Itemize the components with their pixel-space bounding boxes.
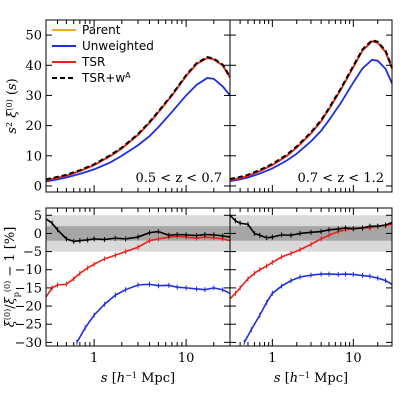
xtick-label-1-0: 1 [268,351,276,366]
bottom-line-tsr-0 [45,235,231,298]
ytick-label-top-3: 30 [25,89,42,104]
ytick-label-bottom-6: −25 [15,318,42,333]
top-line-unweighted-1 [229,58,393,183]
legend-label-tsr-wa: TSR+wA [81,71,131,86]
legend-label-unweighted: Unweighted [82,39,154,53]
ytick-label-bottom-4: −15 [15,281,42,296]
x-axis-label-right: s [h−1 Mpc] [274,371,348,387]
redshift-annotation-right: 0.7 < z < 1.2 [297,171,384,186]
top-line-parent-1 [229,40,393,181]
ytick-label-top-0: 0 [34,179,42,194]
xtick-label-0-0: 1 [90,351,98,366]
top-line-tsr-w-a-0 [45,56,231,181]
bottom-line-tsr-1 [229,223,393,300]
ytick-label-top-1: 10 [25,149,42,164]
ytick-label-bottom-7: −30 [15,336,42,351]
top-line-unweighted-0 [45,77,231,183]
top-line-parent-0 [45,56,231,181]
legend-label-parent: Parent [82,23,121,37]
bottom-line-tsr-w-a-1 [229,214,393,239]
legend-label-tsr: TSR [81,55,105,69]
top-line-tsr-1 [229,40,393,182]
bands-layer [46,215,392,252]
redshift-annotation-left: 0.5 < z < 0.7 [135,171,222,186]
ytick-label-top-2: 20 [25,119,42,134]
curves-layer [45,39,393,345]
ytick-label-top-5: 50 [25,29,42,44]
xtick-label-0-1: 10 [178,351,195,366]
legend: Parent Unweighted TSR TSR+wA [52,23,154,85]
ytick-label-top-4: 40 [25,59,42,74]
top-line-tsr-0 [45,57,231,182]
y-axis-label-top: s2 ξ(0) (s) [5,78,21,133]
top-line-tsr-w-a-1 [229,39,393,180]
bottom-line-tsr-w-a-0 [45,218,231,243]
ytick-label-bottom-1: 0 [34,227,42,242]
ytick-label-bottom-5: −20 [15,300,42,315]
ytick-label-bottom-0: 5 [34,209,42,224]
xtick-label-1-1: 10 [345,351,362,366]
x-axis-label-left: s [h−1 Mpc] [101,371,175,387]
bottom-line-unweighted-1 [243,273,393,343]
ytick-label-bottom-3: −10 [15,263,42,278]
ytick-label-bottom-2: −5 [23,245,42,260]
bottom-line-unweighted-0 [76,283,231,343]
y-axis-label-bottom: ξ(0)/ξp(0) − 1 [%] [3,227,21,328]
